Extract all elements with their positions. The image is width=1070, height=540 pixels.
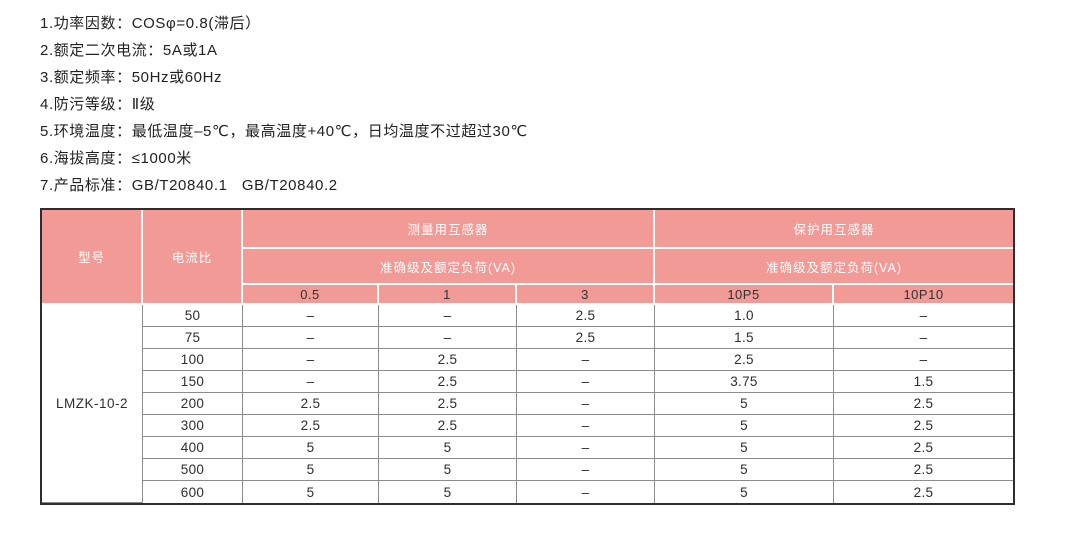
table-row: 400 5 5–5 2.5 [42, 437, 1014, 459]
table-row: 300 2.5 2.5–5 2.5 [42, 415, 1014, 437]
spec-item: 6.海拔高度：≤1000米 [40, 150, 192, 167]
spec-item: 3.额定频率：50Hz或60Hz [40, 69, 223, 86]
value-cell: 2.5 [379, 371, 517, 393]
header-subcolumn-row: 0.5 1 3 10P5 10P10 [42, 285, 1014, 305]
ratio-header-cell: 电流比 [143, 210, 243, 305]
ratio-cell: 400 [143, 437, 243, 459]
value-cell: – [834, 349, 1014, 371]
rating-table-body: LMZK-10-2 50– –2.5 1.0–75– –2.5 1.5–100–2.5–2… [42, 305, 1014, 503]
value-cell: – [243, 305, 379, 327]
value-cell: 5 [379, 481, 517, 503]
ratio-cell: 50 [143, 305, 243, 327]
spec-item: 2.额定二次电流：5A或1A [40, 42, 218, 59]
ratio-cell: 600 [143, 481, 243, 503]
value-cell: 5 [655, 415, 834, 437]
value-cell: 2.5 [379, 415, 517, 437]
ratio-cell: 100 [143, 349, 243, 371]
subcol-10p5: 10P5 [655, 285, 834, 305]
value-cell: – [243, 349, 379, 371]
value-cell: – [243, 327, 379, 349]
table-row: 75– –2.5 1.5– [42, 327, 1014, 349]
subcol-10p10: 10P10 [834, 285, 1014, 305]
value-cell: 5 [243, 437, 379, 459]
value-cell: 5 [655, 481, 834, 503]
value-cell: – [517, 371, 655, 393]
spec-item: 1.功率因数：COSφ=0.8(滞后） [40, 15, 261, 32]
value-cell: 2.5 [379, 349, 517, 371]
header-accuracy-row: 准确级及额定负荷(VA) 准确级及额定负荷(VA) [42, 249, 1014, 285]
value-cell: 5 [379, 437, 517, 459]
value-cell: – [517, 459, 655, 481]
value-cell: – [517, 437, 655, 459]
ratio-cell: 300 [143, 415, 243, 437]
table-row: 500 5 5–5 2.5 [42, 459, 1014, 481]
value-cell: – [517, 415, 655, 437]
table-row: 200 2.5 2.5–5 2.5 [42, 393, 1014, 415]
value-cell: 2.5 [243, 393, 379, 415]
value-cell: – [243, 371, 379, 393]
value-cell: 2.5 [834, 415, 1014, 437]
table-row: LMZK-10-2 50– –2.5 1.0– [42, 305, 1014, 503]
subcol-3: 3 [517, 285, 655, 305]
value-cell: – [517, 349, 655, 371]
spec-item: 5.环境温度：最低温度–5℃，最高温度+40℃，日均温度不过超过30℃ [40, 123, 528, 140]
header-group-row: 型号 电流比 测量用互感器 保护用互感器 [42, 210, 1014, 305]
value-cell: 2.5 [379, 393, 517, 415]
value-cell: 5 [243, 481, 379, 503]
value-cell: 2.5 [834, 437, 1014, 459]
value-cell: 2.5 [517, 305, 655, 327]
rating-table: 型号 电流比 测量用互感器 保护用互感器 准确级及额定负荷(VA) 准确级及额定… [42, 210, 1014, 503]
rating-table-wrapper: 型号 电流比 测量用互感器 保护用互感器 准确级及额定负荷(VA) 准确级及额定… [40, 208, 1015, 505]
value-cell: 3.75 [655, 371, 834, 393]
value-cell: – [379, 327, 517, 349]
protection-group-header: 保护用互感器 [655, 210, 1014, 249]
measuring-group-header: 测量用互感器 [243, 210, 655, 249]
value-cell: – [834, 327, 1014, 349]
value-cell: 1.5 [655, 327, 834, 349]
value-cell: – [517, 481, 655, 503]
value-cell: 5 [655, 459, 834, 481]
value-cell: 5 [379, 459, 517, 481]
model-header-cell: 型号 [42, 210, 143, 305]
subcol-1: 1 [379, 285, 517, 305]
value-cell: – [834, 305, 1014, 327]
spec-list: 1.功率因数：COSφ=0.8(滞后） 2.额定二次电流：5A或1A 3.额定频率：… [40, 10, 528, 199]
table-row: 600 5 5–5 2.5 [42, 481, 1014, 503]
value-cell: 2.5 [517, 327, 655, 349]
value-cell: 2.5 [655, 349, 834, 371]
value-cell: – [517, 393, 655, 415]
spec-item: 4.防污等级：Ⅱ级 [40, 96, 156, 113]
subcol-0_5: 0.5 [243, 285, 379, 305]
value-cell: 2.5 [834, 393, 1014, 415]
measuring-accuracy-header: 准确级及额定负荷(VA) [243, 249, 655, 285]
value-cell: 2.5 [834, 481, 1014, 503]
value-cell: 5 [655, 437, 834, 459]
value-cell: 2.5 [243, 415, 379, 437]
ratio-cell: 75 [143, 327, 243, 349]
ratio-cell: 150 [143, 371, 243, 393]
model-value-cell: LMZK-10-2 [42, 305, 143, 503]
table-row: 150–2.5–3.75 1.5 [42, 371, 1014, 393]
value-cell: 1.0 [655, 305, 834, 327]
value-cell: 5 [243, 459, 379, 481]
value-cell: 1.5 [834, 371, 1014, 393]
value-cell: 5 [655, 393, 834, 415]
ratio-cell: 200 [143, 393, 243, 415]
value-cell: 2.5 [834, 459, 1014, 481]
spec-item: 7.产品标准：GB/T20840.1 GB/T20840.2 [40, 177, 338, 194]
protection-accuracy-header: 准确级及额定负荷(VA) [655, 249, 1014, 285]
ratio-cell: 500 [143, 459, 243, 481]
table-row: 100–2.5–2.5– [42, 349, 1014, 371]
value-cell: – [379, 305, 517, 327]
